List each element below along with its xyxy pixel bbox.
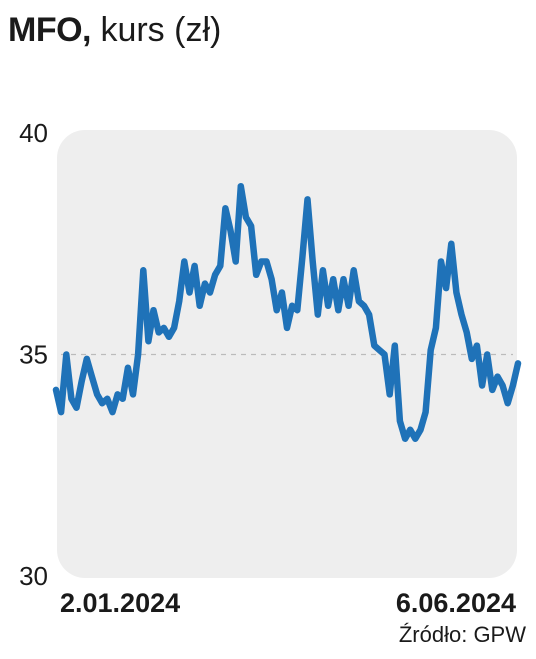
chart-title: MFO, kurs (zł): [8, 10, 221, 50]
chart-title-subtitle: kurs (zł): [100, 11, 222, 49]
y-tick-label-30: 30: [19, 561, 48, 591]
x-label-start-date: 2.01.2024: [60, 588, 180, 618]
series-line: [52, 182, 522, 442]
chart-title-ticker: MFO,: [8, 11, 91, 49]
y-tick-label-35: 35: [19, 340, 48, 370]
x-label-end-date: 6.06.2024: [396, 588, 516, 618]
y-tick-label-40: 40: [19, 118, 48, 148]
source-note: Źródło: GPW: [398, 622, 526, 647]
plot-background: [57, 130, 517, 578]
line-chart: 40 35 30 2.01.2024 6.06.2024: [19, 118, 522, 618]
